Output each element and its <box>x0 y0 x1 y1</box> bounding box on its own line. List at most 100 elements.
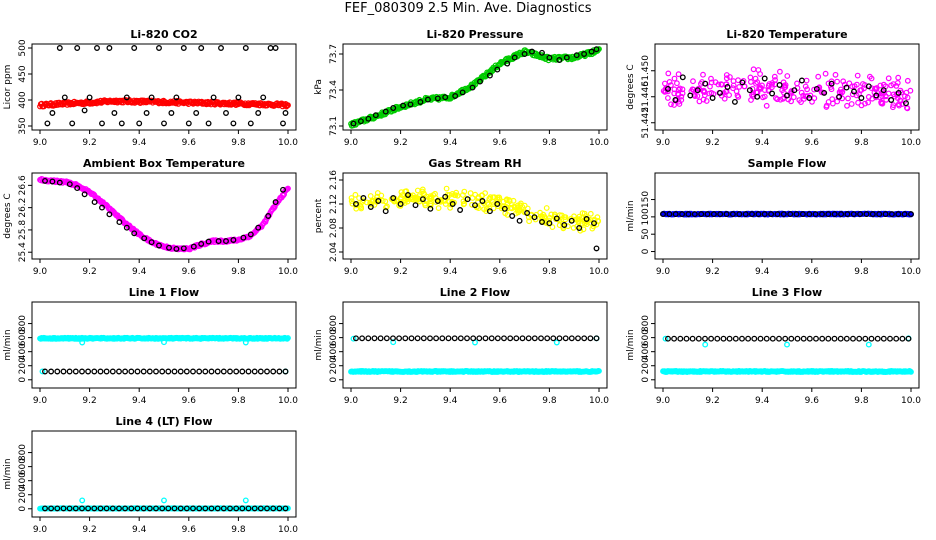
y-tick-label: 51.450 <box>641 55 651 87</box>
data-point <box>772 77 778 83</box>
y-tick-label: 2.16 <box>329 170 339 190</box>
data-point <box>270 368 277 375</box>
data-point <box>800 92 807 99</box>
data-point <box>153 505 159 512</box>
data-point <box>383 335 390 342</box>
y-axis-label: ml/min <box>626 200 636 231</box>
data-point <box>60 368 67 375</box>
x-tick-label: 9.4 <box>755 267 770 277</box>
x-tick-label: 10.0 <box>589 267 609 277</box>
chart-line-4-lt-flow: Line 4 (LT) Flow ml/min 9.0 9.2 9.4 9.6 9.8 10.… <box>3 415 298 535</box>
data-point <box>494 66 501 73</box>
y-axis-label: ml/min <box>3 329 13 360</box>
data-point <box>397 201 404 207</box>
data-point <box>198 240 205 247</box>
y-axis-label: ml/min <box>626 329 636 360</box>
data-point <box>753 80 759 87</box>
data-point <box>469 84 476 91</box>
data-point <box>593 335 600 342</box>
data-point <box>531 335 538 342</box>
y-tick-label: 200 <box>329 357 339 374</box>
data-point <box>72 368 79 375</box>
data-point <box>417 99 424 105</box>
data-point <box>153 368 159 375</box>
y-axis-label: degrees C <box>626 64 636 109</box>
series-line-4-2-5-min <box>42 505 289 512</box>
y-axis-label: kPa <box>314 79 324 95</box>
data-point <box>718 81 725 88</box>
y-tick-label: 800 <box>641 315 651 332</box>
data-point <box>763 335 770 342</box>
data-point <box>668 101 674 108</box>
data-point <box>779 87 786 94</box>
data-point <box>727 74 733 80</box>
series-line-2-dense <box>348 368 602 376</box>
data-point <box>424 96 431 103</box>
data-point <box>483 208 490 215</box>
y-tick-label: 25.4 <box>18 242 28 262</box>
data-point <box>793 211 800 218</box>
x-tick-label: 9.2 <box>82 138 96 148</box>
data-point <box>131 230 138 237</box>
data-point <box>210 94 217 101</box>
x-tick-label: 9.0 <box>344 267 359 277</box>
x-tick-label: 9.8 <box>542 138 557 148</box>
data-point <box>553 215 560 222</box>
data-point <box>887 335 893 342</box>
data-point <box>49 110 56 116</box>
data-point <box>855 99 861 106</box>
data-point <box>880 87 887 94</box>
y-tick-label: 400 <box>329 343 339 360</box>
data-point <box>828 80 835 87</box>
data-point <box>159 368 166 375</box>
data-point <box>350 120 357 127</box>
data-point <box>771 73 778 80</box>
data-point <box>136 120 143 127</box>
data-point <box>694 87 701 94</box>
data-point <box>148 239 155 246</box>
data-point <box>460 192 466 198</box>
x-tick-label: 10.0 <box>278 138 298 148</box>
data-point <box>390 195 397 201</box>
data-point <box>247 231 254 238</box>
series-group <box>348 335 602 376</box>
data-point <box>235 94 242 101</box>
data-point <box>239 368 246 375</box>
series-group <box>660 210 914 218</box>
y-tick-label: 2.12 <box>329 194 339 214</box>
data-point <box>66 505 73 512</box>
data-point <box>784 73 791 79</box>
data-point <box>227 368 233 375</box>
x-tick-label: 9.0 <box>33 267 48 277</box>
data-point <box>420 335 427 342</box>
data-point <box>748 97 754 103</box>
data-point <box>890 104 896 111</box>
x-tick-label: 9.0 <box>33 525 48 535</box>
data-point <box>885 90 892 97</box>
x-tick-label: 9.2 <box>393 138 407 148</box>
y-tick-label: 0 <box>18 377 28 383</box>
data-point <box>865 341 872 348</box>
series-line-4-outliers <box>79 497 249 504</box>
data-point <box>672 211 679 218</box>
x-tick-label: 9.0 <box>33 138 48 148</box>
data-point <box>383 204 389 211</box>
data-point <box>679 211 686 218</box>
data-point <box>541 215 548 221</box>
data-point <box>461 188 468 195</box>
data-point <box>353 201 359 207</box>
data-point <box>419 196 426 203</box>
data-point <box>675 71 682 78</box>
x-tick-label: 9.4 <box>132 138 147 148</box>
data-point <box>858 102 865 109</box>
series-co2-2-5-min <box>44 45 289 127</box>
data-point <box>702 335 708 342</box>
data-point <box>372 112 379 119</box>
data-point <box>830 100 836 107</box>
data-point <box>402 335 409 342</box>
data-point <box>485 201 492 208</box>
data-point <box>39 368 46 375</box>
data-point <box>79 505 85 512</box>
data-point <box>177 368 184 375</box>
data-point <box>159 505 166 512</box>
